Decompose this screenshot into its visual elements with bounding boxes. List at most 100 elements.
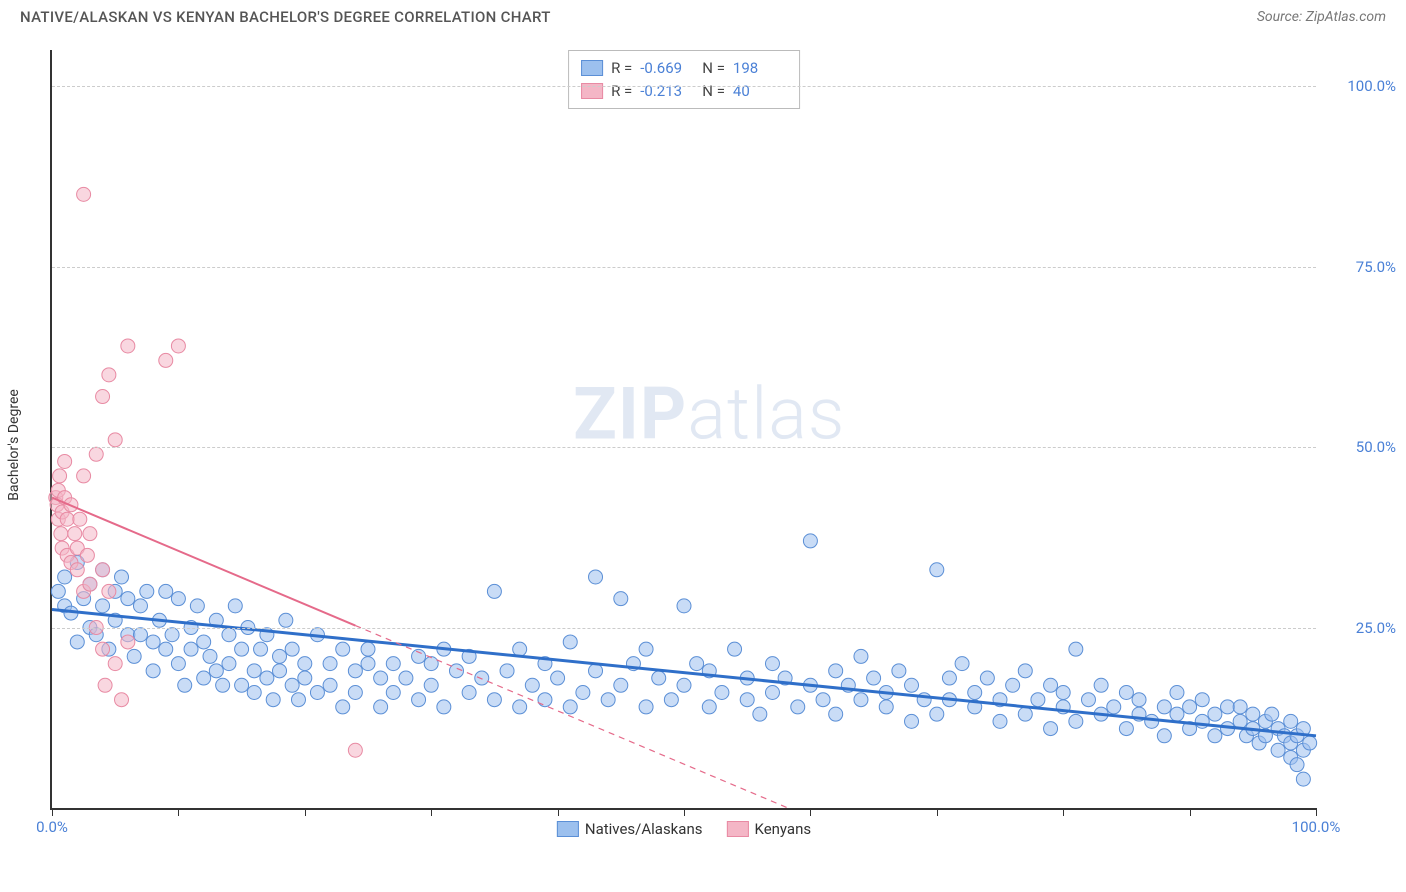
scatter-point-natives [1119, 685, 1133, 699]
stats-legend: R =-0.669N =198R =-0.213N =40 [568, 50, 800, 109]
scatter-point-natives [424, 657, 438, 671]
scatter-point-natives [323, 678, 337, 692]
y-tick-label: 25.0% [1326, 619, 1396, 637]
scatter-point-natives [589, 570, 603, 584]
scatter-point-natives [146, 664, 160, 678]
scatter-point-natives [291, 693, 305, 707]
x-tick-label: 100.0% [1292, 818, 1341, 836]
scatter-point-natives [905, 678, 919, 692]
scatter-point-kenyans [58, 454, 72, 468]
scatter-point-natives [879, 700, 893, 714]
plot-area: ZIPatlas R =-0.669N =198R =-0.213N =40 N… [50, 50, 1316, 810]
scatter-point-natives [273, 664, 287, 678]
scatter-point-natives [348, 664, 362, 678]
scatter-point-natives [1081, 693, 1095, 707]
scatter-point-kenyans [54, 527, 68, 541]
scatter-point-natives [197, 671, 211, 685]
scatter-point-natives [500, 664, 514, 678]
scatter-point-kenyans [98, 678, 112, 692]
scatter-point-natives [980, 671, 994, 685]
scatter-point-natives [715, 685, 729, 699]
stats-r-label: R = [611, 57, 632, 80]
scatter-point-kenyans [96, 642, 110, 656]
scatter-point-natives [1265, 707, 1279, 721]
scatter-point-natives [639, 642, 653, 656]
scatter-point-natives [361, 642, 375, 656]
scatter-point-natives [146, 635, 160, 649]
scatter-point-natives [348, 685, 362, 699]
source-label: Source: [1257, 9, 1302, 25]
scatter-point-natives [254, 642, 268, 656]
scatter-point-natives [247, 664, 261, 678]
scatter-point-natives [1246, 707, 1260, 721]
scatter-point-natives [639, 700, 653, 714]
scatter-point-natives [538, 693, 552, 707]
scatter-point-natives [58, 570, 72, 584]
scatter-point-natives [1069, 714, 1083, 728]
scatter-point-kenyans [159, 353, 173, 367]
scatter-point-natives [1170, 685, 1184, 699]
scatter-point-natives [1284, 714, 1298, 728]
x-tick [684, 808, 685, 816]
scatter-point-natives [1183, 700, 1197, 714]
scatter-point-natives [70, 635, 84, 649]
scatter-point-natives [1233, 700, 1247, 714]
series-legend: Natives/AlaskansKenyans [557, 820, 811, 838]
x-tick [52, 808, 53, 816]
scatter-point-kenyans [89, 447, 103, 461]
scatter-point-natives [140, 584, 154, 598]
scatter-point-natives [1208, 729, 1222, 743]
scatter-point-kenyans [73, 512, 87, 526]
scatter-point-natives [1157, 729, 1171, 743]
legend-item-natives: Natives/Alaskans [557, 820, 703, 838]
scatter-point-natives [1271, 743, 1285, 757]
scatter-point-natives [336, 700, 350, 714]
x-tick [810, 808, 811, 816]
chart-wrap: Bachelor's Degree ZIPatlas R =-0.669N =1… [0, 30, 1406, 860]
scatter-point-natives [235, 642, 249, 656]
scatter-point-natives [273, 649, 287, 663]
header-row: NATIVE/ALASKAN VS KENYAN BACHELOR'S DEGR… [0, 0, 1406, 30]
scatter-point-natives [133, 628, 147, 642]
scatter-point-natives [753, 707, 767, 721]
scatter-point-kenyans [121, 339, 135, 353]
scatter-point-natives [614, 678, 628, 692]
scatter-point-natives [1132, 693, 1146, 707]
scatter-point-kenyans [108, 657, 122, 671]
scatter-point-natives [285, 678, 299, 692]
scatter-point-kenyans [96, 390, 110, 404]
scatter-point-natives [829, 664, 843, 678]
scatter-point-natives [803, 534, 817, 548]
scatter-point-natives [462, 685, 476, 699]
scatter-point-natives [993, 714, 1007, 728]
scatter-point-natives [1195, 693, 1209, 707]
scatter-point-natives [829, 707, 843, 721]
scatter-point-natives [1221, 700, 1235, 714]
x-tick [937, 808, 938, 816]
scatter-point-natives [51, 584, 65, 598]
gridline [52, 447, 1316, 448]
scatter-point-natives [955, 657, 969, 671]
scatter-point-natives [1006, 678, 1020, 692]
stats-n-label: N = [702, 80, 725, 103]
stats-n-label: N = [702, 57, 725, 80]
scatter-point-natives [1044, 722, 1058, 736]
scatter-point-natives [159, 584, 173, 598]
scatter-point-natives [1208, 707, 1222, 721]
scatter-point-natives [386, 657, 400, 671]
scatter-point-natives [930, 563, 944, 577]
scatter-point-natives [424, 678, 438, 692]
plot-svg [52, 50, 1316, 808]
scatter-point-natives [412, 649, 426, 663]
scatter-point-natives [1303, 736, 1317, 750]
scatter-point-natives [171, 592, 185, 606]
scatter-point-natives [690, 657, 704, 671]
y-tick-label: 75.0% [1326, 258, 1396, 276]
scatter-point-natives [1094, 678, 1108, 692]
scatter-point-natives [266, 693, 280, 707]
scatter-point-natives [386, 685, 400, 699]
scatter-point-natives [892, 664, 906, 678]
scatter-point-natives [374, 700, 388, 714]
scatter-point-natives [513, 700, 527, 714]
scatter-point-kenyans [77, 469, 91, 483]
